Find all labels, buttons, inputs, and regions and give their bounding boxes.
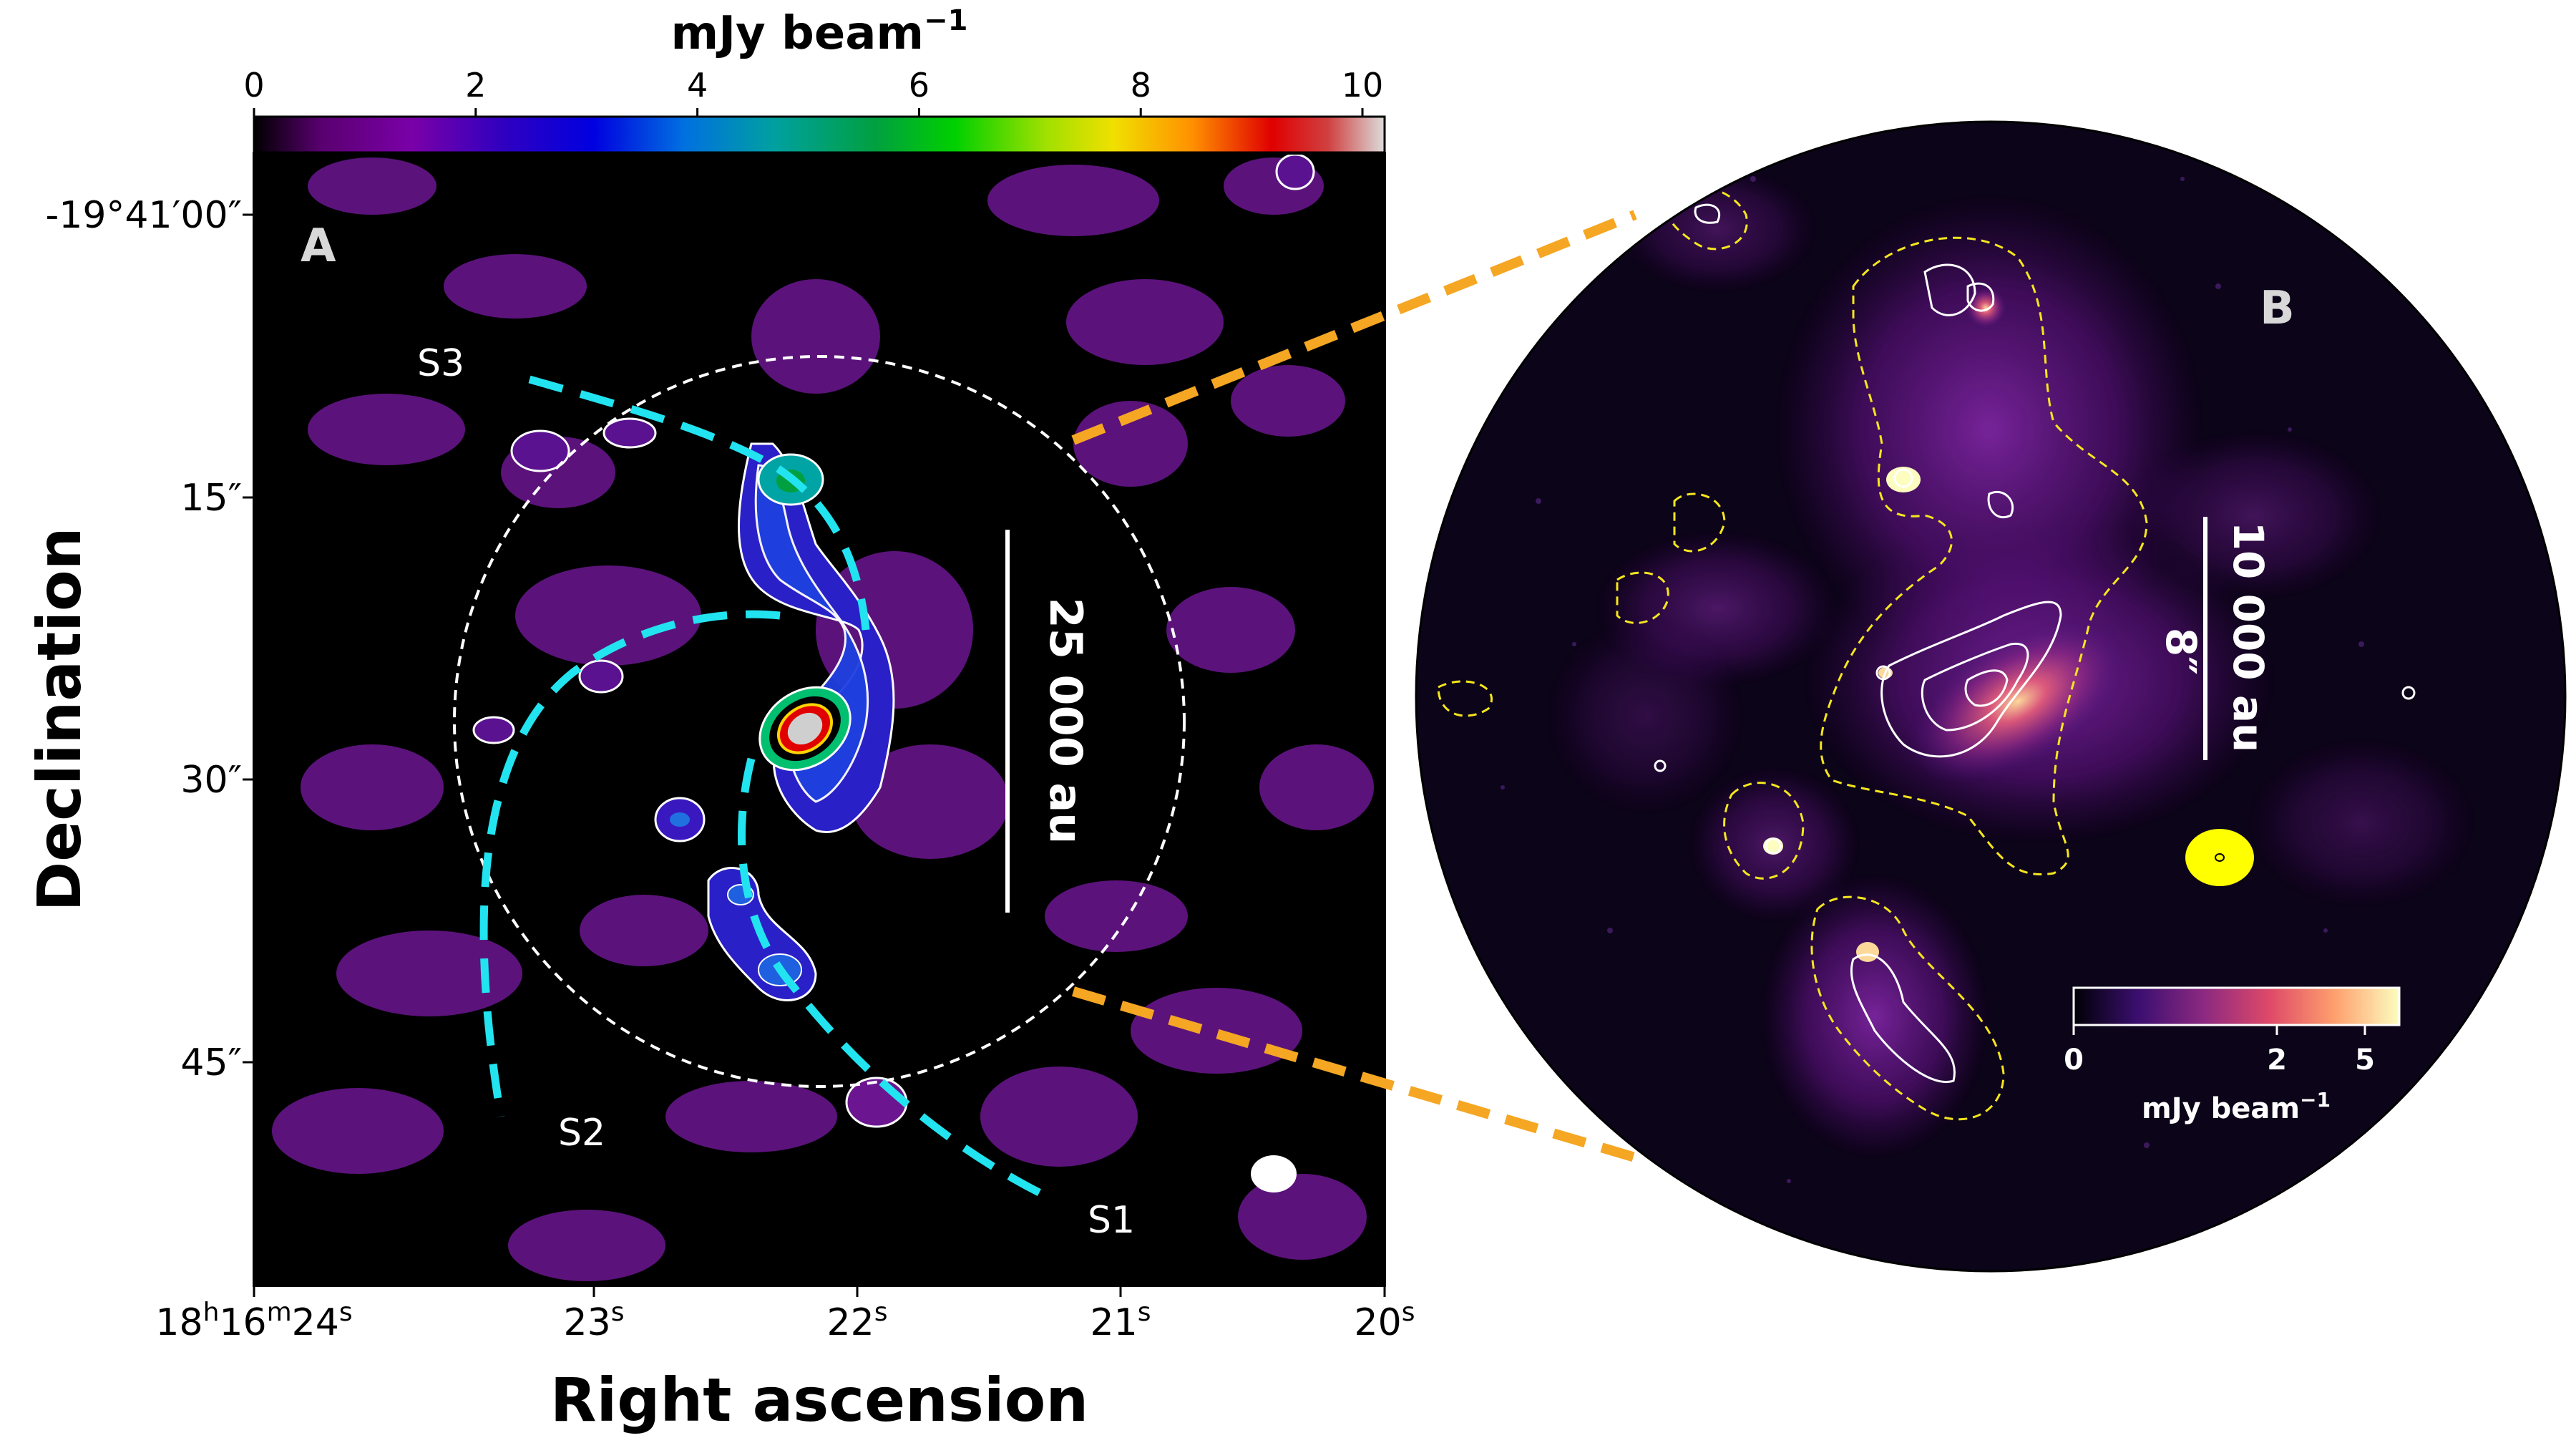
colorbar-a-tick-label-0: 0 — [243, 66, 264, 105]
xtick-label-0: 18h16m24s — [155, 1298, 352, 1344]
panel-a-letter: A — [301, 220, 336, 273]
colorbar-a-gradient — [253, 115, 1386, 154]
zoom-lines — [1071, 210, 1644, 1165]
arc-label-s3: S3 — [417, 342, 464, 385]
colorbar-b-gradient — [2072, 986, 2401, 1026]
beam-ellipse-b — [2185, 829, 2254, 886]
xtick-label-1: 23s — [564, 1298, 625, 1344]
zoom-region-circle — [453, 355, 1186, 1088]
arcs — [479, 375, 1047, 1199]
colorbar-a-ticks: 0 2 4 6 8 10 — [243, 66, 1383, 117]
central-filament — [738, 442, 895, 833]
panel-a: mJy beam−1 0 2 4 6 8 10 — [24, 4, 1415, 1435]
ytick-label-1: 15″ — [180, 477, 242, 520]
x-axis-label: Right ascension — [550, 1365, 1088, 1435]
colorbar-a-tick-label-3: 6 — [909, 66, 930, 105]
frame-a — [253, 152, 1386, 1287]
xtick-label-4: 20s — [1355, 1298, 1415, 1344]
xtick-label-2: 22s — [827, 1298, 888, 1344]
colorbar-b-tick-2: 5 — [2355, 1044, 2375, 1077]
panel-b-border — [1415, 120, 2567, 1273]
colorbar-a-tick-label-4: 8 — [1131, 66, 1151, 105]
arc-label-s2: S2 — [558, 1112, 605, 1155]
colorbar-b-unit: mJy beam−1 — [2142, 1088, 2331, 1125]
arc-s2 — [479, 610, 781, 1117]
zoom-line-top — [1071, 210, 1637, 445]
scale-bar-b-arcsec: 8″ — [2157, 628, 2205, 675]
colorbar-b-tick-0: 0 — [2064, 1044, 2084, 1077]
xtick-label-3: 21s — [1091, 1298, 1151, 1344]
y-axis-label: Declination — [24, 527, 94, 911]
arc-label-s1: S1 — [1088, 1199, 1135, 1242]
x-tick-labels: 18h16m24s 23s 22s 21s 20s — [155, 1298, 1415, 1344]
colorbar-a-tick-label-2: 4 — [687, 66, 708, 105]
colorbar-b-tick-1: 2 — [2267, 1044, 2287, 1077]
ytick-label-0: -19°41′00″ — [46, 194, 243, 237]
colorbar-a: mJy beam−1 0 2 4 6 8 10 — [243, 4, 1386, 154]
image-a: 25 000 au A S3 S2 S1 — [254, 153, 1385, 1286]
beam-ellipse-a — [1251, 1155, 1297, 1192]
colorbar-b: 0 2 5 mJy beam−1 — [2064, 986, 2401, 1125]
ytick-label-3: 45″ — [180, 1041, 242, 1084]
arc-s3 — [528, 375, 870, 631]
noise-speckles — [1501, 176, 2364, 1183]
scale-bar-a-label: 25 000 au — [1040, 598, 1092, 845]
axes-a-ticks — [243, 213, 1386, 1297]
y-tick-labels: -19°41′00″ 15″ 30″ 45″ — [46, 194, 243, 1084]
ytick-label-2: 30″ — [180, 759, 242, 802]
panel-b: 10 000 au 8″ 0 2 5 mJy beam−1 B — [1415, 120, 2567, 1273]
beam-inner-b — [2215, 853, 2225, 862]
colorbar-a-tick-label-5: 10 — [1342, 66, 1384, 105]
scale-bar-b-au: 10 000 au — [2224, 522, 2273, 753]
colorbar-a-tick-label-1: 2 — [465, 66, 486, 105]
diffuse-emission — [272, 157, 1374, 1281]
colorbar-a-unit: mJy beam−1 — [671, 4, 968, 60]
panel-b-letter: B — [2260, 282, 2295, 335]
white-contours — [1654, 203, 2416, 1083]
yellow-contours — [1437, 185, 2148, 1121]
